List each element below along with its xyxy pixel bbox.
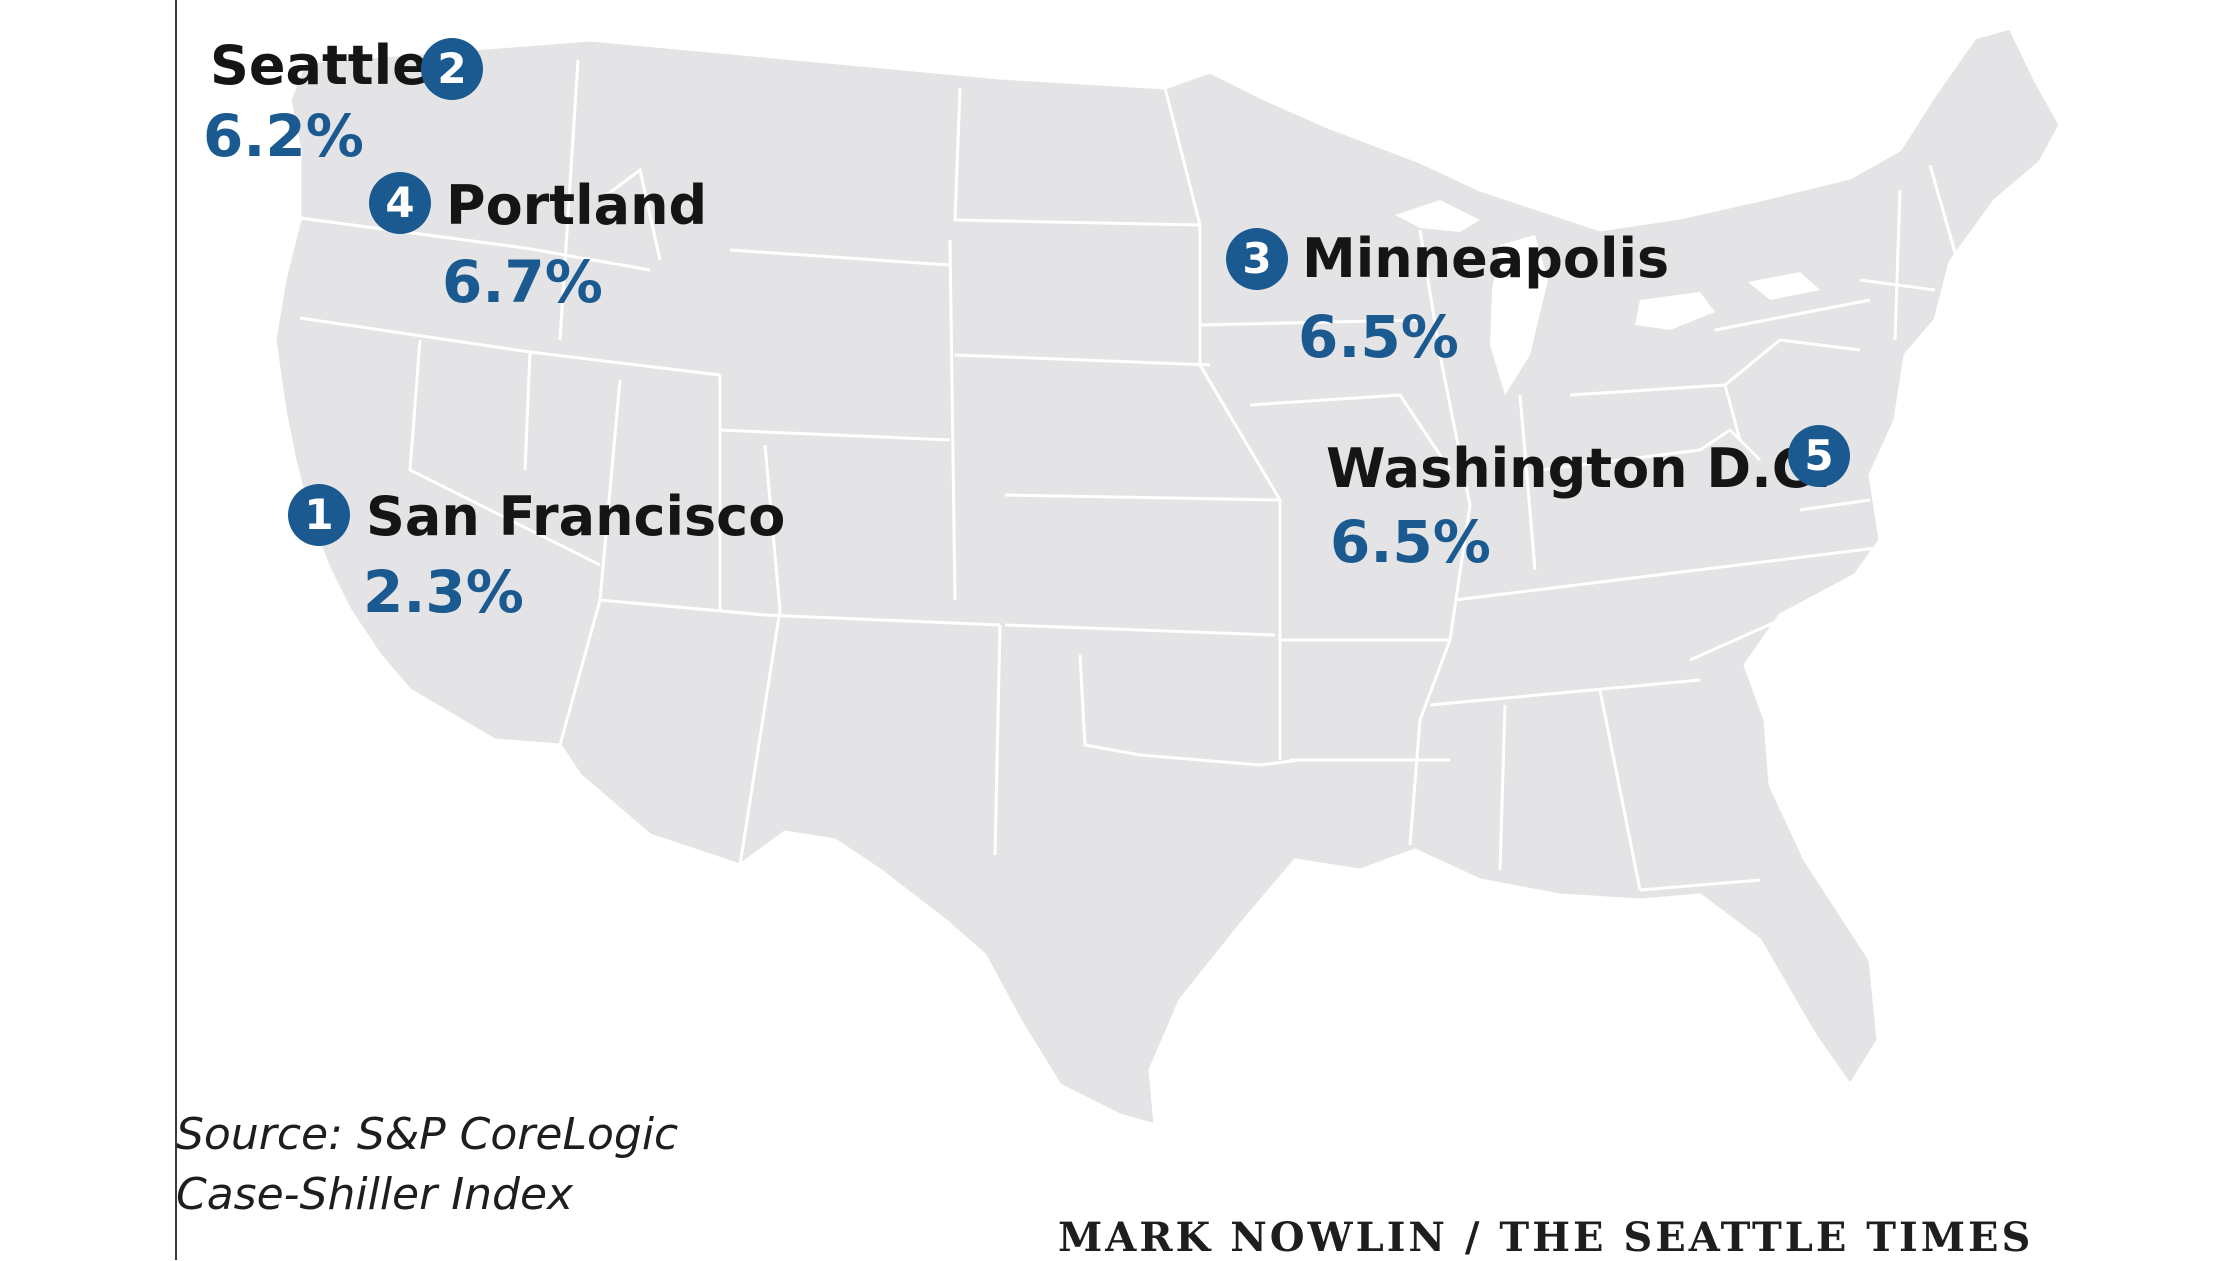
city-percent-washington-dc: 6.5% bbox=[1330, 508, 1491, 576]
city-name-washington-dc: Washington D.C. bbox=[1326, 437, 1832, 500]
left-frame-rule bbox=[175, 0, 177, 1260]
source-line-2: Case-Shiller Index bbox=[176, 1169, 574, 1220]
city-name-san-francisco: San Francisco bbox=[366, 485, 786, 548]
credit-line: MARK NOWLIN / THE SEATTLE TIMES bbox=[1058, 1214, 2034, 1261]
rank-badge-san-francisco: 1 bbox=[288, 484, 350, 546]
rank-badge-washington-dc: 5 bbox=[1788, 425, 1850, 487]
source-line-1: Source: S&P CoreLogic bbox=[176, 1109, 679, 1160]
city-name-seattle: Seattle bbox=[210, 34, 429, 97]
city-name-portland: Portland bbox=[446, 174, 708, 237]
city-percent-seattle: 6.2% bbox=[203, 102, 364, 170]
city-percent-san-francisco: 2.3% bbox=[363, 558, 524, 626]
city-percent-portland: 6.7% bbox=[442, 248, 603, 316]
us-landmass bbox=[273, 26, 2062, 1127]
city-percent-minneapolis: 6.5% bbox=[1298, 303, 1459, 371]
rank-badge-portland: 4 bbox=[369, 172, 431, 234]
rank-badge-seattle: 2 bbox=[421, 38, 483, 100]
city-name-minneapolis: Minneapolis bbox=[1302, 227, 1670, 290]
rank-badge-minneapolis: 3 bbox=[1226, 228, 1288, 290]
